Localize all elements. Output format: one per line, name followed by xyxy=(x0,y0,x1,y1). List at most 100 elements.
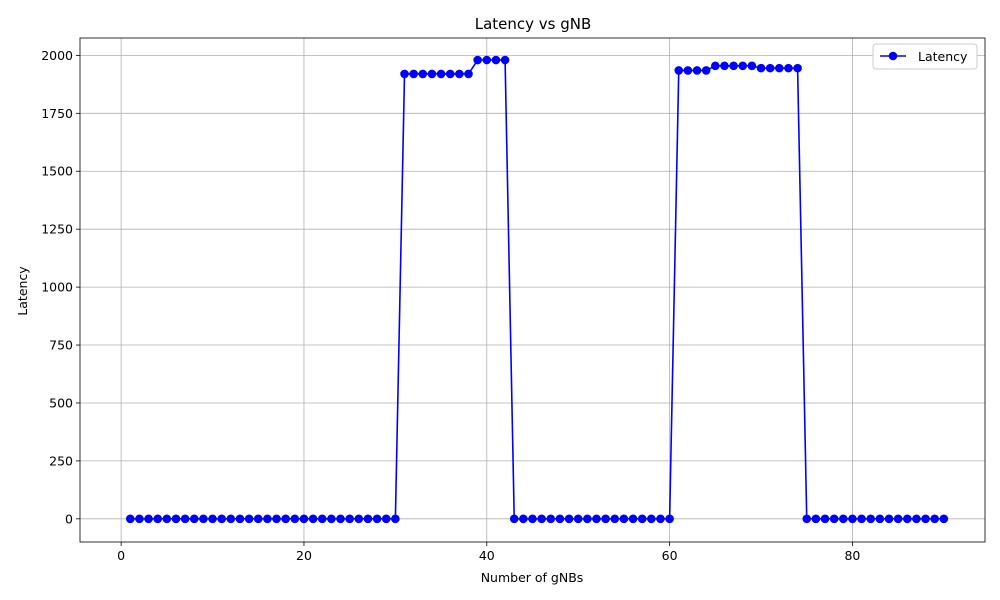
data-point xyxy=(930,514,940,524)
series-layer xyxy=(125,55,949,524)
data-point xyxy=(491,55,501,65)
data-point xyxy=(519,514,528,524)
data-point xyxy=(189,514,199,524)
data-point xyxy=(317,514,327,524)
data-point xyxy=(409,69,418,79)
data-point xyxy=(610,514,620,524)
data-point xyxy=(327,514,336,524)
x-tick-label: 0 xyxy=(117,548,125,563)
data-point xyxy=(647,514,656,524)
data-point xyxy=(893,514,903,524)
data-point xyxy=(573,514,583,524)
data-point xyxy=(125,514,135,524)
data-point xyxy=(253,514,263,524)
data-point xyxy=(345,514,354,524)
data-point xyxy=(464,69,473,79)
data-point xyxy=(601,514,610,524)
data-point xyxy=(272,514,281,524)
data-point xyxy=(235,514,245,524)
legend-label-latency: Latency xyxy=(918,49,968,64)
x-tick-label: 80 xyxy=(844,548,860,563)
data-point xyxy=(308,514,318,524)
legend-marker xyxy=(888,51,898,61)
data-point xyxy=(381,514,391,524)
data-point xyxy=(729,61,738,71)
data-point xyxy=(564,514,574,524)
data-point xyxy=(546,514,556,524)
plot-frame xyxy=(79,37,986,543)
data-point xyxy=(784,63,793,73)
y-tick-label: 1500 xyxy=(41,164,73,179)
data-point xyxy=(244,514,254,524)
data-point xyxy=(482,55,492,65)
data-point xyxy=(217,514,226,524)
data-point xyxy=(738,61,748,71)
x-axis-title: Number of gNBs xyxy=(481,570,584,585)
data-point xyxy=(555,514,565,524)
y-tick-label: 1000 xyxy=(41,280,73,295)
data-point xyxy=(875,514,885,524)
data-point xyxy=(820,514,830,524)
data-point xyxy=(427,69,437,79)
data-point xyxy=(537,514,546,524)
data-point xyxy=(445,69,455,79)
y-axis-title: Latency xyxy=(15,266,30,316)
data-point xyxy=(811,514,821,524)
data-point xyxy=(263,514,272,524)
data-point xyxy=(765,63,775,73)
data-point xyxy=(281,514,290,524)
data-point xyxy=(857,514,866,524)
data-point xyxy=(921,514,930,524)
legend-box xyxy=(872,43,978,70)
data-point xyxy=(400,69,409,79)
data-point xyxy=(912,514,921,524)
data-point xyxy=(171,514,181,524)
data-point xyxy=(528,514,537,524)
data-point xyxy=(829,514,839,524)
chart-title: Latency vs gNB xyxy=(475,15,592,33)
y-tick-label: 250 xyxy=(49,453,73,468)
data-point xyxy=(363,514,373,524)
data-point xyxy=(839,514,848,524)
legend: Latency xyxy=(872,43,978,70)
data-point xyxy=(939,514,949,524)
data-point xyxy=(372,514,382,524)
data-point xyxy=(628,514,638,524)
data-point xyxy=(674,66,684,75)
data-point xyxy=(583,514,592,524)
data-point xyxy=(656,514,665,524)
data-point xyxy=(208,514,217,524)
y-tick-label: 1750 xyxy=(41,106,73,121)
y-tick-label: 2000 xyxy=(41,48,73,63)
data-point xyxy=(354,514,364,524)
axes-frame xyxy=(79,37,986,543)
data-point xyxy=(153,514,163,524)
data-point xyxy=(144,514,153,524)
data-point xyxy=(162,514,172,524)
data-point xyxy=(793,63,802,73)
data-point xyxy=(637,514,647,524)
data-point xyxy=(509,514,519,524)
y-tick-label: 750 xyxy=(49,338,73,353)
x-axis: 0 20 40 60 80 xyxy=(117,542,860,563)
data-point xyxy=(180,514,190,524)
data-point xyxy=(391,514,400,524)
data-point xyxy=(418,69,428,79)
data-point xyxy=(135,514,144,524)
data-point xyxy=(802,514,812,524)
data-point xyxy=(720,61,729,71)
x-tick-label: 40 xyxy=(479,548,495,563)
data-point xyxy=(619,514,629,524)
y-tick-label: 500 xyxy=(49,395,73,410)
data-point xyxy=(884,514,894,524)
data-point xyxy=(473,55,482,65)
data-point xyxy=(199,514,208,524)
data-point xyxy=(592,514,601,524)
data-point xyxy=(866,514,876,524)
data-point xyxy=(299,514,309,524)
data-point xyxy=(756,63,766,73)
data-point xyxy=(455,69,464,79)
data-point xyxy=(902,514,912,524)
